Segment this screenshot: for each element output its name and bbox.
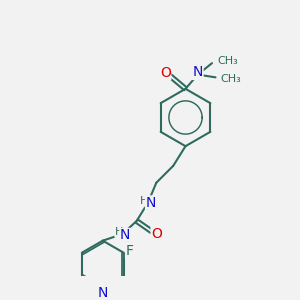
Text: O: O	[151, 227, 162, 241]
Text: CH₃: CH₃	[220, 74, 241, 84]
Text: N: N	[146, 196, 156, 210]
Text: H: H	[115, 227, 123, 237]
Text: N: N	[98, 286, 108, 300]
Text: H: H	[140, 196, 148, 206]
Text: N: N	[120, 229, 130, 242]
Text: F: F	[126, 244, 134, 258]
Text: CH₃: CH₃	[217, 56, 238, 66]
Text: O: O	[160, 66, 171, 80]
Text: N: N	[193, 65, 203, 80]
